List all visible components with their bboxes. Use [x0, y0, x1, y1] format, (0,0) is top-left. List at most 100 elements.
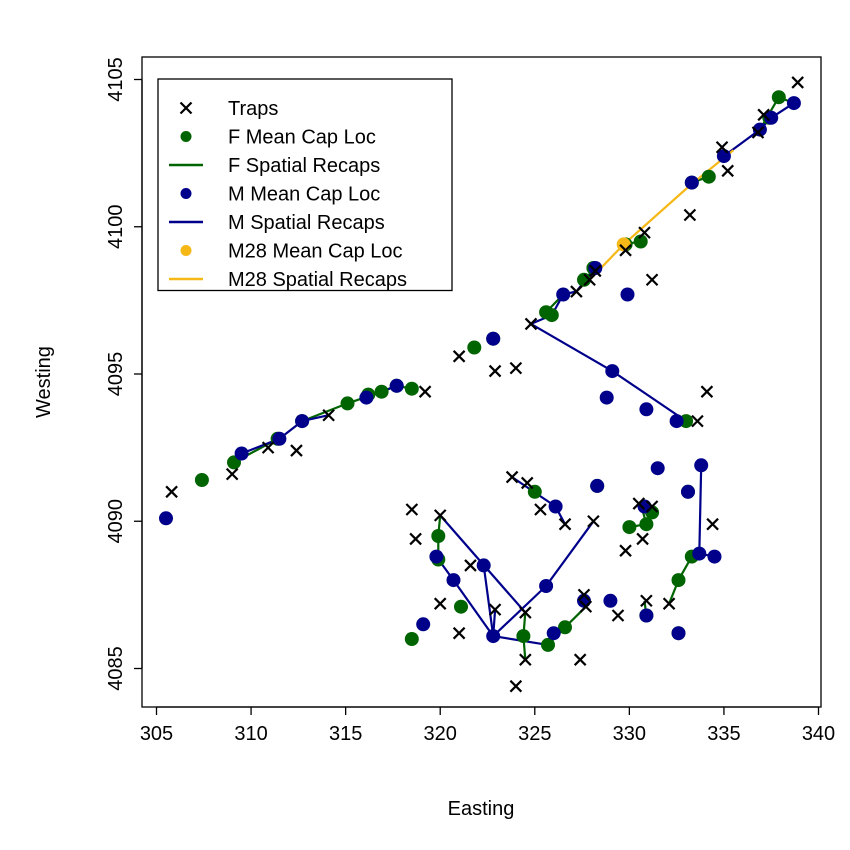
- legend-label-0: Traps: [228, 98, 278, 120]
- trap-point-29-stroke-b: [520, 476, 534, 490]
- trap-point-14: [638, 226, 651, 239]
- f-mean-cap-loc-point-12: [544, 308, 559, 323]
- trap-point-28: [505, 470, 519, 484]
- trap-point-25-stroke-b: [409, 532, 422, 546]
- trap-point-49-stroke-b: [662, 597, 676, 610]
- trap-point-5: [418, 385, 432, 398]
- trap-point-7: [488, 364, 502, 378]
- x-tick-label-1: 310: [234, 723, 267, 745]
- m-mean-cap-loc-point-21: [548, 499, 563, 514]
- m-mean-cap-loc-point-24: [681, 484, 695, 499]
- trap-point-13-stroke-b: [619, 244, 632, 257]
- trap-point-10-stroke-b: [570, 285, 583, 298]
- f-mean-cap-loc-point-38: [404, 632, 419, 646]
- trap-point-15: [645, 273, 659, 287]
- legend-label-5: M28 Mean Cap Loc: [228, 241, 403, 263]
- m-mean-cap-loc-point-13: [764, 110, 779, 125]
- trap-point-19-stroke-b: [751, 126, 765, 139]
- points-layer: [159, 76, 804, 693]
- trap-point-16-stroke-b: [683, 208, 697, 222]
- m-mean-cap-loc-point-16: [599, 390, 614, 405]
- f-mean-cap-loc-point-20: [771, 90, 786, 105]
- trap-point-8-stroke-b: [509, 361, 523, 375]
- m-mean-cap-loc-point-2: [272, 431, 287, 446]
- x-tick-label-5: 330: [613, 723, 646, 745]
- trap-point-9-stroke-b: [524, 317, 538, 331]
- m-mean-cap-loc-point-18: [669, 414, 684, 429]
- recap-line-m-23: [691, 465, 703, 558]
- trap-point-4-stroke-b: [322, 408, 335, 422]
- trap-point-21: [791, 76, 804, 89]
- m-mean-cap-loc-point-26: [446, 573, 461, 588]
- trap-point-35-stroke-b: [636, 532, 649, 546]
- trap-point-30: [534, 503, 547, 516]
- trap-point-2: [261, 441, 275, 454]
- trap-point-45: [577, 588, 591, 602]
- legend-label-6: M28 Spatial Recaps: [228, 269, 407, 291]
- trap-point-12: [589, 264, 602, 278]
- f-mean-cap-loc-point-4: [340, 396, 355, 411]
- recap-line-m-25: [435, 555, 495, 638]
- f-mean-cap-loc-point-26: [622, 520, 637, 535]
- f-mean-cap-loc-point-6: [374, 384, 389, 399]
- trap-point-22: [700, 385, 714, 398]
- recap-line-m-14: [241, 414, 329, 455]
- trap-point-7-stroke-b: [488, 364, 502, 378]
- trap-point-20: [757, 108, 770, 122]
- trap-point-33: [619, 544, 632, 557]
- f-mean-cap-loc-point-18: [701, 169, 716, 184]
- trap-point-18: [721, 164, 734, 178]
- m-mean-cap-loc-point-34: [639, 608, 654, 623]
- trap-point-14-stroke-b: [638, 226, 651, 239]
- m-mean-cap-loc-point-0: [159, 511, 173, 526]
- trap-point-17: [715, 140, 729, 154]
- trap-point-46: [579, 600, 593, 613]
- trap-point-21-stroke-b: [791, 76, 804, 89]
- trap-point-5-stroke-b: [418, 385, 432, 398]
- legend-label-3: M Mean Cap Loc: [228, 184, 380, 206]
- trap-point-18-stroke-b: [721, 164, 734, 178]
- trap-point-4: [322, 408, 335, 422]
- trap-point-47-stroke-b: [611, 609, 625, 622]
- trap-point-8: [509, 361, 523, 375]
- x-tick-label-2: 315: [329, 723, 362, 745]
- trap-point-17-stroke-b: [715, 140, 729, 154]
- trap-point-41-stroke-b: [519, 606, 532, 619]
- trap-point-1-stroke-b: [225, 467, 239, 481]
- f-mean-cap-loc-point-27: [639, 517, 654, 532]
- f-mean-cap-loc-point-33: [516, 629, 531, 644]
- trap-point-46-stroke-b: [579, 600, 593, 613]
- x-tick-label-0: 305: [140, 723, 173, 745]
- trap-point-32: [587, 514, 600, 528]
- recap-line-m28-32: [588, 149, 735, 281]
- legend-key-1: [180, 131, 192, 142]
- f-mean-cap-loc-point-22: [431, 529, 446, 543]
- m-mean-cap-loc-point-1: [234, 446, 249, 461]
- trap-point-11: [583, 273, 596, 287]
- trap-point-31-stroke-b: [558, 517, 572, 531]
- trap-point-44-stroke-b: [573, 653, 587, 666]
- trap-point-15-stroke-b: [645, 273, 659, 287]
- y-tick-label-4: 4105: [105, 57, 127, 102]
- trap-point-38: [433, 597, 447, 610]
- trap-point-29: [520, 476, 534, 490]
- trap-point-10: [570, 285, 583, 298]
- trap-point-30-stroke-b: [534, 503, 547, 516]
- trap-point-35: [636, 532, 649, 546]
- m-mean-cap-loc-point-9: [620, 287, 635, 302]
- trap-point-36: [645, 500, 659, 513]
- f-mean-cap-loc-point-9: [467, 340, 482, 355]
- m-mean-cap-loc-point-6: [486, 331, 501, 346]
- f-mean-cap-loc-point-35: [558, 620, 572, 635]
- legend-key-3: [180, 188, 192, 199]
- trap-point-23-stroke-b: [691, 414, 704, 428]
- m-mean-cap-loc-point-29: [486, 629, 501, 644]
- trap-point-42-stroke-b: [519, 653, 532, 666]
- trap-point-0: [165, 485, 178, 499]
- m-mean-cap-loc-point-33: [603, 593, 618, 608]
- m-mean-cap-loc-point-19: [650, 461, 665, 476]
- trap-point-48-stroke-b: [640, 594, 653, 608]
- x-tick-label-7: 340: [802, 723, 835, 745]
- trap-point-36-stroke-b: [645, 500, 659, 513]
- legend-label-4: M Spatial Recaps: [228, 212, 385, 234]
